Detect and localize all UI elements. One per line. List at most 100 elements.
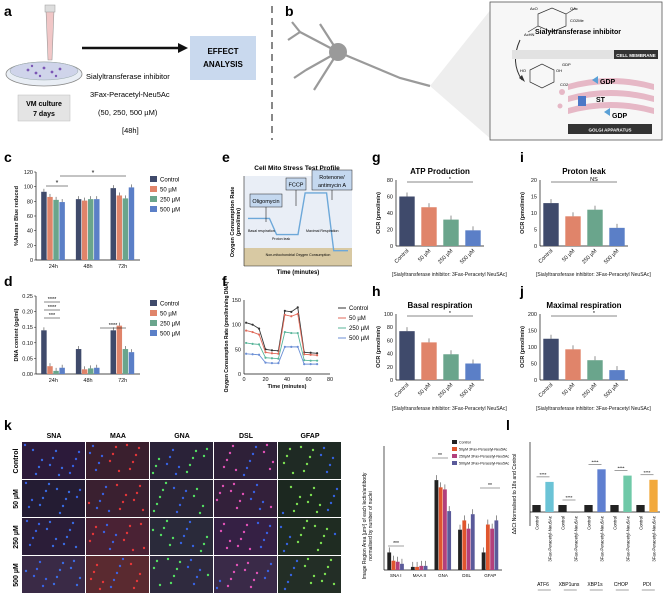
stain-dot	[265, 531, 269, 535]
stain-dot	[37, 522, 41, 526]
chem-ester-label: CO2Me	[570, 18, 585, 23]
y-tick-label: 10	[531, 211, 537, 217]
bar	[470, 514, 475, 570]
k-column-label: GNA	[174, 433, 190, 440]
stain-dot	[155, 502, 159, 506]
stain-dot	[74, 457, 78, 461]
membrane-label: CELL MEMBRANE	[616, 53, 655, 58]
chart-title: Maximal respiration	[546, 301, 621, 310]
stain-dot	[132, 586, 136, 590]
bar	[636, 505, 645, 512]
stain-dot	[289, 573, 293, 577]
bar	[443, 489, 447, 570]
stain-dot	[152, 509, 156, 513]
data-point	[309, 353, 312, 356]
stain-dot	[315, 510, 319, 514]
stain-dot	[111, 452, 115, 456]
stain-dot	[138, 484, 142, 488]
stain-dot	[124, 493, 128, 497]
stain-dot	[115, 483, 119, 487]
bar	[465, 230, 481, 246]
y-tick-label: 200	[528, 312, 537, 318]
microscopy-image	[214, 556, 277, 593]
data-point	[316, 352, 319, 355]
stain-dot	[296, 540, 300, 544]
sig-annotation: ****	[109, 323, 118, 329]
y-tick-label: 0.10	[22, 341, 33, 347]
stain-dot	[238, 499, 242, 503]
stain-dot	[51, 544, 55, 548]
effect-label: EFFECT	[207, 47, 238, 56]
y-tick-label: 80	[387, 178, 393, 184]
stain-dot	[191, 544, 195, 548]
stain-dot	[94, 468, 98, 472]
stain-dot	[155, 559, 159, 563]
data-point	[290, 310, 293, 313]
stain-dot	[289, 485, 293, 489]
stain-dot	[308, 455, 312, 459]
gene-group-label: XBP1s	[587, 582, 603, 588]
stain-dot	[44, 577, 48, 581]
chem-carboxyl-label: CO2	[560, 82, 569, 87]
stain-dot	[313, 524, 317, 528]
stain-dot	[262, 538, 266, 542]
k-column-label: SNA	[47, 433, 62, 440]
data-point	[303, 363, 306, 366]
sig-annotation: ****	[643, 470, 650, 475]
data-point	[251, 323, 254, 326]
stain-dot	[255, 571, 259, 575]
legend-label: 250 µM	[160, 198, 180, 204]
data-point	[251, 330, 254, 334]
inhibitor-label-b: Sialyltransferase inhibitor	[535, 29, 621, 36]
stain-dot	[282, 461, 286, 465]
legend-label: 500 µM	[160, 332, 180, 338]
stain-dot	[58, 568, 62, 572]
panel-l-ylabel: ΔΔCt Normalised to 18s and Control	[512, 454, 518, 535]
y-tick-label: 50	[235, 347, 241, 353]
stain-dot	[61, 504, 65, 508]
legend: Control 50 µM 250 µM 500 µM	[150, 176, 180, 214]
stain-dot	[102, 530, 106, 534]
microscopy-image	[278, 518, 341, 555]
microscopy-image	[22, 442, 85, 479]
stain-dot	[171, 448, 175, 452]
data-point	[296, 331, 299, 335]
data-point	[270, 362, 274, 365]
stain-dot	[332, 494, 336, 498]
stain-dot	[306, 500, 310, 504]
panel-e-xlabel: Time (minutes)	[277, 270, 320, 276]
bar	[116, 325, 123, 374]
sig-annotation: ****	[565, 495, 572, 500]
bar	[490, 528, 495, 570]
stain-dot	[91, 444, 95, 448]
stain-dot	[151, 528, 155, 532]
gdp-label-2: GDP	[612, 113, 628, 120]
non-mito-label: Non-mitochondrial Oxygen Consumption	[266, 253, 331, 257]
panel-k: k SNA MAA GNA DSL GFAP Control 50 µM 250 µM 500 …	[4, 417, 374, 593]
stain-dot	[54, 449, 58, 453]
bar	[122, 349, 129, 374]
arrow-head-icon	[178, 43, 188, 53]
panel-letter-f: f	[222, 273, 227, 289]
y-tick-label: 150	[528, 329, 537, 335]
x-tick-label: Control	[561, 516, 566, 530]
stain-dot	[256, 521, 260, 525]
stain-dot	[266, 569, 270, 573]
gene-group-label: CHOP	[614, 582, 629, 588]
bar	[128, 187, 135, 260]
stain-dot	[182, 534, 186, 538]
sig-annotation: ****	[539, 472, 546, 477]
stain-dot	[242, 473, 246, 477]
sig-annotation: *	[449, 311, 452, 317]
stain-dot	[231, 444, 235, 448]
gene-group-label: PDI	[643, 582, 651, 588]
stain-dot	[166, 557, 170, 561]
doses-label: (50, 250, 500 µM)	[98, 108, 158, 117]
x-tick-label: 3Fax-Peracetyl-Neu5Ac	[574, 515, 579, 561]
bar	[609, 227, 625, 246]
y-axis-label: OCR (pmol/min)	[376, 192, 382, 234]
stain-dot	[303, 564, 307, 568]
bar	[421, 207, 437, 246]
st-enzyme-icon	[578, 96, 586, 106]
stain-dot	[98, 499, 102, 503]
